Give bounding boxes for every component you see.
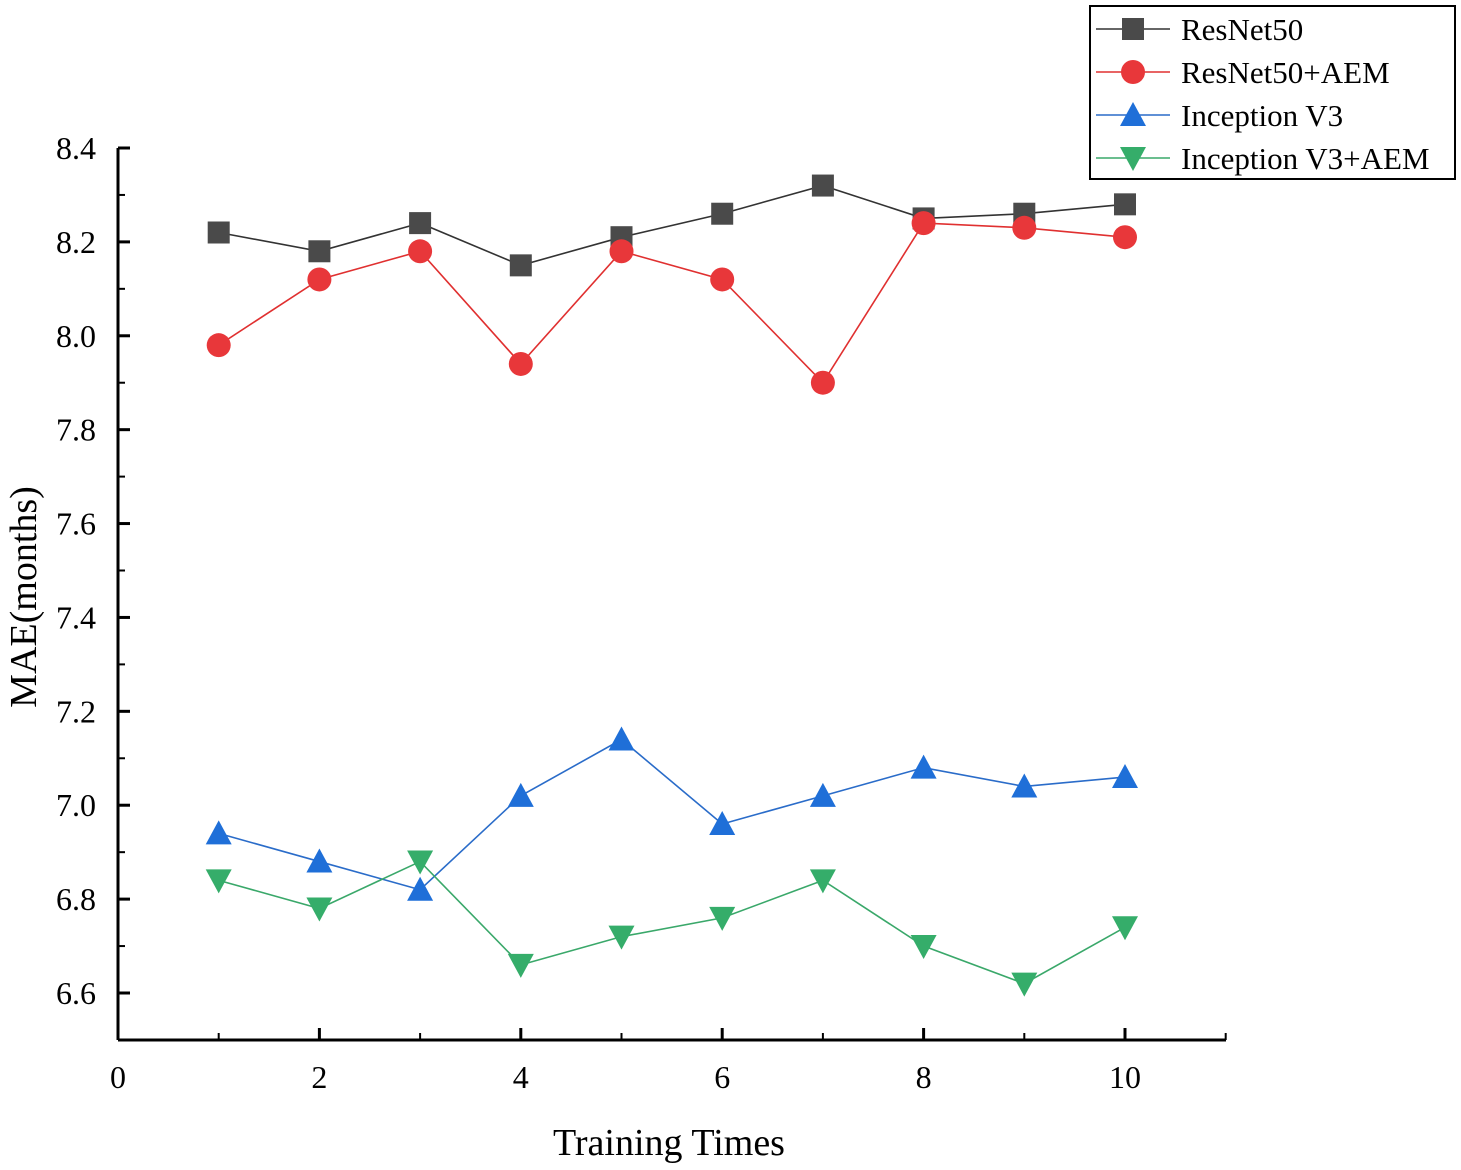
data-point xyxy=(810,370,835,395)
data-point xyxy=(609,239,634,264)
y-ticks: 6.6 6.8 7.0 7.2 7.4 7.6 7.8 8.0 8.2 8.4 xyxy=(56,130,130,1041)
data-point xyxy=(1011,972,1038,997)
data-point xyxy=(811,174,834,197)
data-point xyxy=(1114,193,1136,216)
legend-item: Inception V3 xyxy=(1096,98,1343,133)
series-line xyxy=(218,860,1126,985)
data-point xyxy=(307,267,332,292)
series-inception-v3 xyxy=(205,726,1138,901)
data-point xyxy=(507,953,534,978)
series-line xyxy=(218,738,1126,891)
y-tick-label: 6.8 xyxy=(56,881,96,917)
legend-marker xyxy=(1120,102,1146,126)
data-point xyxy=(608,726,635,751)
data-point xyxy=(710,267,735,292)
x-tick-label: 4 xyxy=(513,1059,529,1095)
series-resnet50 xyxy=(207,174,1136,277)
legend-box xyxy=(1089,5,1456,180)
legend-marker xyxy=(1122,18,1144,40)
data-point xyxy=(910,935,937,960)
data-point xyxy=(1012,215,1037,240)
series-resnet50-aem xyxy=(206,211,1137,395)
data-point xyxy=(709,811,736,835)
data-point xyxy=(408,239,433,264)
x-tick-label: 8 xyxy=(916,1059,932,1095)
data-point xyxy=(1112,764,1138,789)
x-tick-label: 0 xyxy=(110,1059,126,1095)
series-layer xyxy=(205,174,1138,997)
data-point xyxy=(509,254,532,277)
legend-marker xyxy=(1121,60,1145,84)
y-tick-label: 7.2 xyxy=(56,693,96,729)
data-point xyxy=(205,820,232,845)
legend-item: Inception V3+AEM xyxy=(1096,141,1430,176)
legend-label: Inception V3+AEM xyxy=(1181,141,1430,176)
legend-item: ResNet50+AEM xyxy=(1096,55,1390,90)
x-axis-title: Training Times xyxy=(553,1122,785,1164)
data-point xyxy=(1011,773,1038,798)
legend-label: ResNet50+AEM xyxy=(1181,55,1390,90)
x-tick-label: 2 xyxy=(311,1059,327,1095)
legend-item: ResNet50 xyxy=(1096,12,1303,47)
legend-label: Inception V3 xyxy=(1181,98,1343,133)
x-tick-label: 6 xyxy=(714,1059,730,1095)
data-point xyxy=(711,202,734,225)
data-point xyxy=(809,869,836,894)
y-tick-label: 7.8 xyxy=(56,412,96,448)
data-point xyxy=(407,876,434,901)
y-tick-label: 7.0 xyxy=(56,787,96,823)
data-point xyxy=(306,897,333,922)
y-tick-label: 7.6 xyxy=(56,506,96,542)
x-tick-label: 10 xyxy=(1109,1059,1141,1095)
x-ticks: 0 2 4 6 8 10 xyxy=(110,1028,1227,1095)
series-inception-v3-aem xyxy=(205,850,1138,997)
legend: ResNet50 ResNet50+AEM Inception V3 Inceptio… xyxy=(1089,5,1456,180)
y-tick-label: 8.2 xyxy=(56,224,96,260)
data-point xyxy=(709,906,736,931)
legend-label: ResNet50 xyxy=(1181,12,1303,47)
data-point xyxy=(1112,916,1138,941)
data-point xyxy=(306,848,333,873)
data-point xyxy=(911,211,936,236)
data-point xyxy=(205,869,232,894)
y-tick-label: 7.4 xyxy=(56,599,96,635)
data-point xyxy=(507,782,534,807)
series-line xyxy=(218,184,1126,267)
data-point xyxy=(1113,225,1137,250)
data-point xyxy=(809,782,836,807)
data-point xyxy=(910,754,937,779)
y-tick-label: 6.6 xyxy=(56,975,96,1011)
data-point xyxy=(207,221,230,244)
data-point xyxy=(409,212,432,235)
y-axis-title: MAE(months) xyxy=(3,486,45,708)
y-tick-label: 8.4 xyxy=(56,130,96,166)
data-point xyxy=(308,240,331,263)
legend-marker xyxy=(1120,147,1146,171)
data-point xyxy=(508,351,533,376)
data-point xyxy=(206,333,231,358)
axes xyxy=(116,148,1226,1042)
series-line xyxy=(218,222,1126,385)
data-point xyxy=(608,925,635,950)
y-tick-label: 8.0 xyxy=(56,318,96,354)
data-point xyxy=(407,850,434,875)
